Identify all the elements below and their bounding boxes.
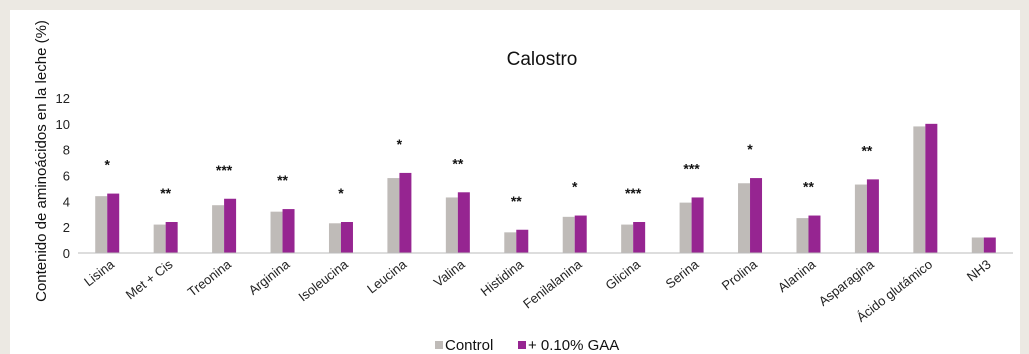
bar-control: [738, 183, 751, 253]
category-label: Arginina: [246, 256, 293, 298]
category-label: Isoleucina: [295, 256, 351, 304]
bar-gaa: [808, 215, 821, 253]
y-tick-label: 10: [56, 117, 70, 132]
chart-title: Calostro: [507, 49, 578, 70]
bar-gaa: [340, 222, 353, 253]
category-label: Treonina: [185, 256, 235, 300]
bar-control: [95, 196, 108, 253]
significance-marker: **: [452, 155, 463, 171]
category-label: Histidina: [478, 256, 527, 299]
bar-gaa: [107, 193, 120, 253]
legend-swatch-gaa: [518, 341, 526, 349]
significance-marker: *: [104, 157, 110, 173]
category-label: Valina: [431, 256, 469, 290]
bars: [95, 123, 996, 253]
bar-control: [854, 184, 867, 253]
bar-gaa: [282, 209, 295, 253]
y-axis-label: Contenido de aminoácidos en la leche (%): [33, 20, 50, 302]
significance-marker: **: [277, 172, 288, 188]
category-label: Fenilalanina: [520, 256, 585, 311]
category-label: Leucina: [364, 256, 410, 296]
bar-control: [679, 202, 692, 253]
legend-label-control: Control: [445, 337, 493, 354]
category-label: Serina: [663, 256, 702, 291]
significance-markers: *************** ***********: [104, 136, 872, 209]
chart-frame: Calostro Contenido de aminoácidos en la …: [10, 10, 1020, 354]
bar-gaa: [691, 197, 704, 253]
significance-marker: **: [511, 193, 522, 209]
significance-marker: *: [338, 185, 344, 201]
category-label: Glicina: [602, 256, 643, 293]
bar-gaa: [633, 222, 646, 253]
significance-marker: ***: [625, 185, 642, 201]
y-tick-label: 2: [63, 220, 70, 235]
legend-swatch-control: [435, 341, 443, 349]
bar-control: [387, 178, 400, 253]
bar-control: [796, 218, 809, 253]
bar-gaa: [866, 179, 879, 253]
bar-control: [913, 126, 926, 253]
bar-control: [153, 224, 166, 253]
significance-marker: *: [572, 179, 578, 195]
bar-control: [445, 197, 458, 253]
category-label: Alanina: [775, 256, 819, 295]
y-tick-label: 6: [63, 169, 70, 184]
category-label: Prolina: [719, 256, 761, 293]
bar-control: [621, 224, 634, 253]
significance-marker: *: [397, 136, 403, 152]
bar-control: [562, 216, 575, 253]
category-label: Lisina: [81, 256, 118, 289]
bar-gaa: [457, 192, 470, 253]
y-tick-label: 12: [56, 91, 70, 106]
y-tick-label: 8: [63, 143, 70, 158]
legend: Control + 0.10% GAA: [435, 337, 619, 354]
bar-chart: Calostro Contenido de aminoácidos en la …: [33, 20, 1013, 354]
bar-gaa: [925, 123, 938, 253]
bar-gaa: [165, 222, 178, 253]
y-tick-label: 4: [63, 194, 70, 209]
y-tick-labels: 0 2 4 6 8 10 12: [56, 91, 70, 261]
bar-control: [212, 205, 225, 253]
y-tick-label: 0: [63, 246, 70, 261]
bar-gaa: [224, 198, 237, 253]
significance-marker: ***: [216, 162, 233, 178]
category-labels: Lisina Met + Cis Treonina Arginina Isoleucin…: [81, 256, 994, 325]
bar-gaa: [516, 229, 529, 253]
bar-control: [328, 223, 341, 253]
legend-label-gaa: + 0.10% GAA: [528, 337, 619, 354]
bar-gaa: [574, 215, 587, 253]
significance-marker: ***: [683, 160, 700, 176]
category-label: NH3: [964, 257, 994, 285]
significance-marker: **: [160, 185, 171, 201]
significance-marker: *: [747, 141, 753, 157]
bar-gaa: [399, 172, 412, 253]
bar-gaa: [750, 178, 763, 253]
significance-marker: **: [861, 142, 872, 158]
bar-control: [971, 237, 984, 253]
bar-control: [270, 211, 283, 253]
category-label: Met + Cis: [123, 256, 176, 302]
bar-gaa: [983, 237, 996, 253]
significance-marker: **: [803, 179, 814, 195]
bar-control: [504, 232, 517, 253]
